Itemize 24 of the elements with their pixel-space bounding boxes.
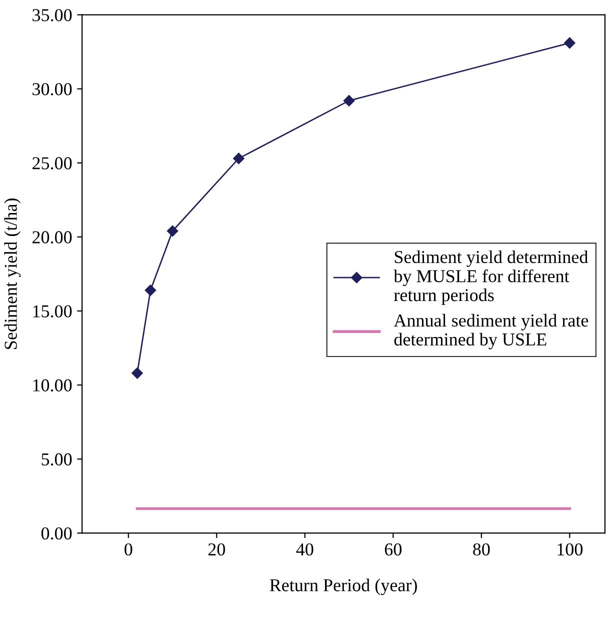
y-tick-label: 15.00	[33, 305, 72, 318]
y-tick-label: 5.00	[42, 453, 72, 466]
y-tick-label: 20.00	[32, 231, 72, 244]
point	[564, 37, 576, 49]
point	[233, 152, 244, 164]
x-tick-label: 20	[208, 543, 225, 556]
legend-label: Annual sediment yield rate determined by USLE	[394, 314, 588, 350]
x-tick-label: 40	[296, 543, 314, 556]
y-tick-label: 10.00	[33, 379, 72, 392]
y-axis-title: Sediment yield (t/ha)	[4, 198, 21, 349]
point	[166, 225, 178, 237]
y-tick-label: 25.00	[32, 157, 72, 170]
x-tick-label: 80	[473, 543, 490, 556]
x-tick-label: 100	[558, 543, 583, 556]
y-tick-label: 35.00	[32, 9, 72, 22]
x-tick-label: 60	[384, 543, 402, 556]
point	[144, 284, 156, 296]
y-tick-label: 30.00	[32, 83, 72, 96]
x-axis-title: Return Period (year)	[270, 578, 417, 596]
point	[132, 368, 143, 379]
x-tick-label: 0	[124, 543, 132, 556]
legend-label: Sediment yield determined by MUSLE for different return periods	[394, 250, 588, 305]
point	[343, 95, 355, 106]
y-tick-label: 0.00	[41, 527, 72, 540]
